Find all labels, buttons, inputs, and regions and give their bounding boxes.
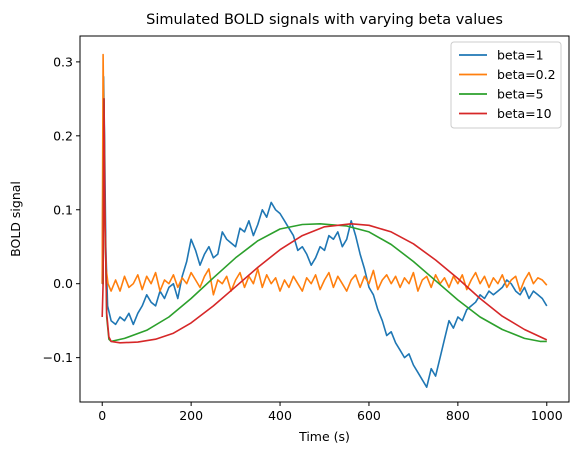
y-axis-label: BOLD signal [8,181,23,257]
legend-label: beta=1 [497,48,544,63]
series-line-beta-10 [101,98,548,344]
y-tick-label: 0.3 [53,54,73,69]
x-tick-label: 400 [268,408,292,423]
y-tick-label: 0.1 [53,202,73,217]
series-line-beta-5 [102,98,547,343]
x-tick-label: 1000 [531,408,563,423]
series-line-beta-0-2 [101,53,548,296]
legend-label: beta=10 [497,106,552,121]
x-tick-label: 800 [446,408,470,423]
series-line-beta-1 [101,75,548,389]
y-tick-label: 0.2 [53,128,73,143]
legend-label: beta=5 [497,87,544,102]
x-tick-label: 0 [98,408,106,423]
plot-frame [79,35,570,403]
axes-layer: 0 200 400 600 800 1000 −0.1 0.0 0.1 0.2 0.3 [43,54,563,423]
x-axis-label: Time (s) [298,429,350,444]
axes-frame [79,35,570,403]
chart-title: Simulated BOLD signals with varying beta… [146,12,503,28]
x-tick-label: 200 [179,408,203,423]
y-tick-label: 0.0 [53,276,73,291]
legend-box [450,41,562,129]
y-tick-label: −0.1 [43,350,73,365]
x-tick-label: 600 [357,408,381,423]
legend: beta=1 beta=0.2 beta=5 beta=10 [450,41,562,129]
series-layer [101,53,548,389]
legend-label: beta=0.2 [497,67,556,82]
